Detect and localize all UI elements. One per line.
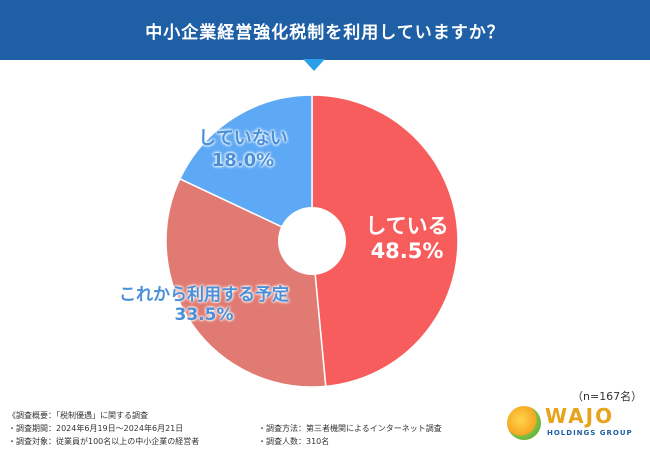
slice-value-not-doing: 18.0% — [211, 149, 275, 171]
slice-category-planned: これから利用する予定 — [119, 285, 289, 305]
slice-doing — [311, 94, 459, 388]
slice-label-doing: している 48.5% — [352, 214, 462, 264]
logo-wordmark: WAJO — [545, 404, 615, 428]
slice-value-doing: 48.5% — [370, 239, 444, 264]
survey-note: ・調査方法：第三者機関によるインターネット調査 — [258, 424, 442, 433]
title-pointer-arrow — [303, 59, 325, 71]
chart-title: 中小企業経営強化税制を利用していますか？ — [0, 0, 650, 60]
survey-notes-left: 《調査概要：「税制優遇」に関する調査 ・調査期間：2024年6月19日〜2024… — [8, 409, 199, 448]
logo-subtitle: HOLDINGS GROUP — [547, 429, 633, 437]
slice-label-planned: これから利用する予定 33.5% — [104, 285, 304, 326]
sample-size: （n=167名） — [572, 390, 643, 403]
company-logo: WAJO HOLDINGS GROUP — [505, 402, 640, 444]
survey-note: ・調査人数：310名 — [258, 437, 330, 446]
donut-hole — [278, 207, 346, 275]
slice-value-planned: 33.5% — [174, 305, 234, 326]
survey-note: ・調査対象：従業員が100名以上の中小企業の経営者 — [8, 437, 200, 446]
slice-label-not-doing: していない 18.0% — [183, 128, 303, 171]
slice-not-doing — [178, 94, 313, 243]
logo-mark-icon — [507, 406, 541, 440]
slice-category-not-doing: していない — [198, 128, 288, 149]
survey-note: ・調査期間：2024年6月19日〜2024年6月21日 — [8, 424, 184, 433]
survey-notes-right: ・調査方法：第三者機関によるインターネット調査 ・調査人数：310名 — [258, 422, 442, 448]
survey-note: 《調査概要：「税制優遇」に関する調査 — [8, 411, 148, 420]
slice-category-doing: している — [365, 214, 449, 238]
